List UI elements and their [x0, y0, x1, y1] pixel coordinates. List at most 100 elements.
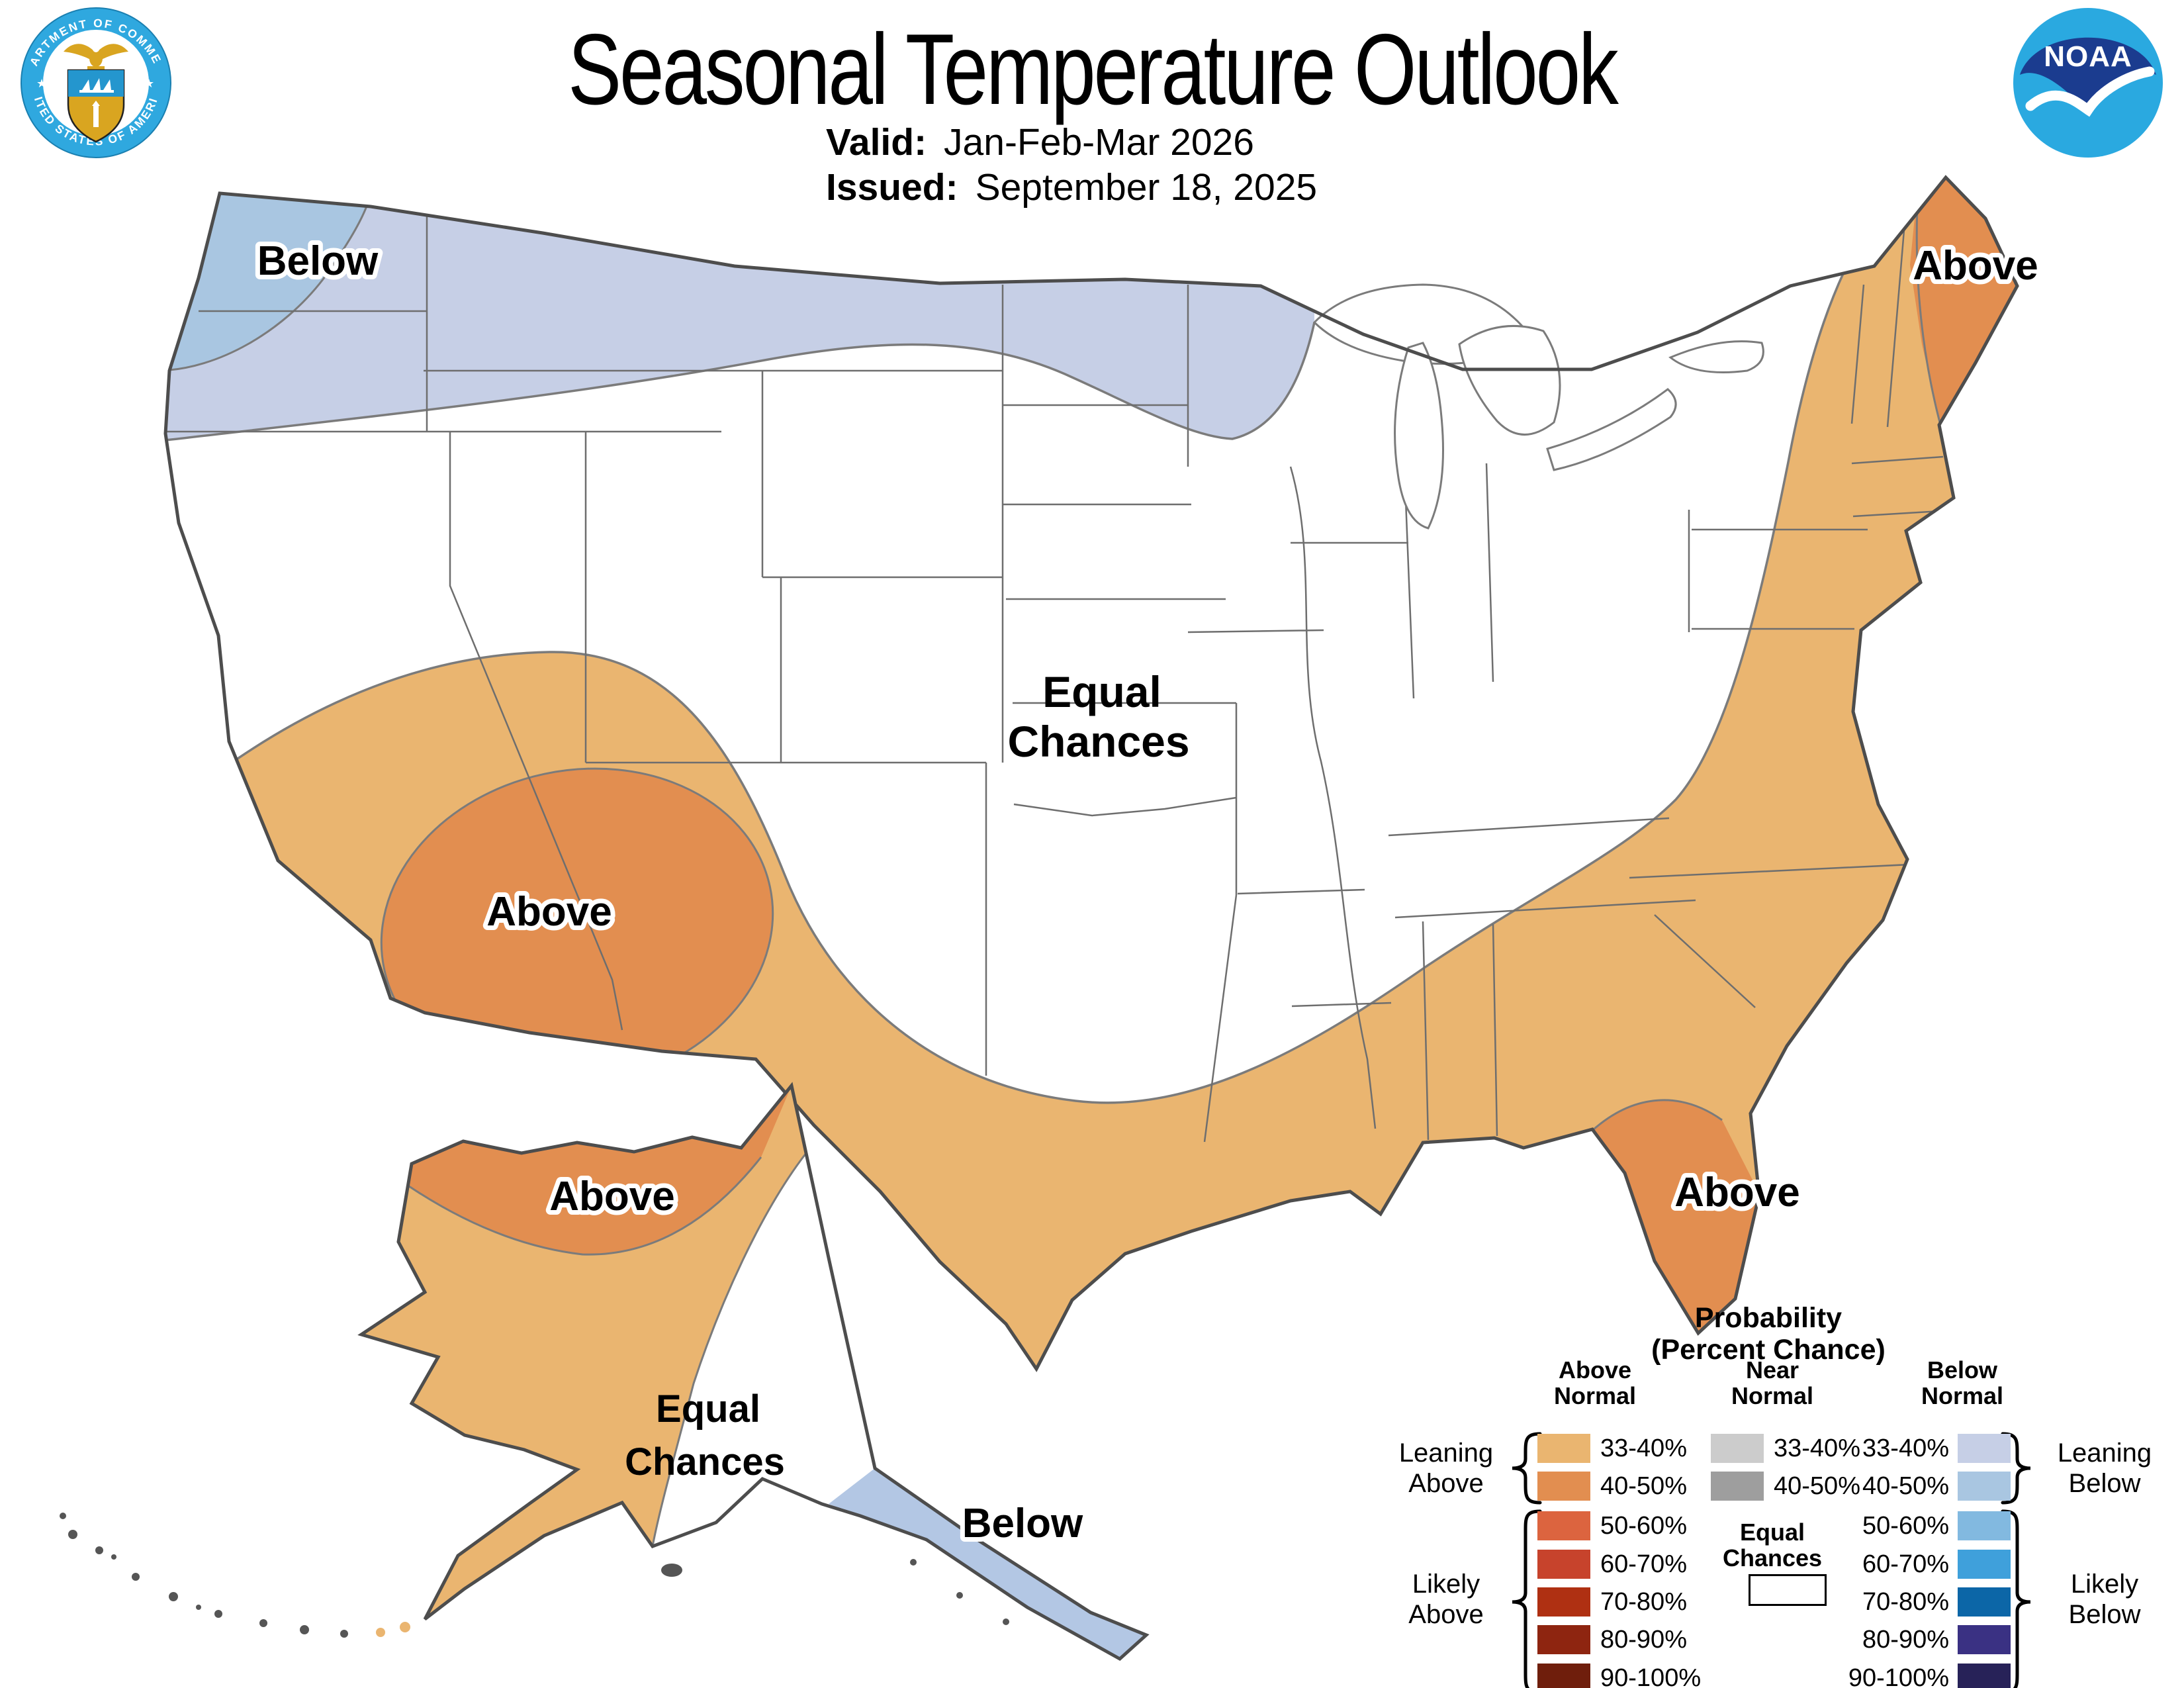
map-labels: Below Above Equal Chances Above Above Ab… [253, 234, 2043, 1551]
ak-equal-chances-boundary [651, 1152, 807, 1547]
swatch-above-50-60 [1537, 1511, 1590, 1540]
legend-col-below: Below Normal [1896, 1357, 2028, 1409]
pct-near-40-50: 40-50% [1774, 1472, 1860, 1500]
likely-above-line2: Above [1408, 1600, 1484, 1629]
swatch-above-70-80 [1537, 1587, 1590, 1617]
valid-line: Valid: Jan-Feb-Mar 2026 [826, 120, 1254, 164]
legend-equal-line2: Chances [1722, 1544, 1823, 1571]
swatch-below-60-70 [1958, 1550, 2011, 1579]
pct-above-90-100: 90-100% [1600, 1664, 1702, 1688]
doc-seal-star-right: ★ [144, 77, 154, 90]
col-below-line2: Normal [1921, 1382, 2004, 1409]
pct-below-60-70: 60-70% [1862, 1550, 1949, 1578]
likely-above-line1: Likely [1412, 1570, 1480, 1599]
state-borders [165, 209, 1944, 1143]
pct-near-33-40: 33-40% [1774, 1434, 1860, 1462]
pct-below-90-100: 90-100% [1848, 1664, 1949, 1688]
lake-huron [1458, 324, 1561, 436]
issued-line: Issued: September 18, 2025 [826, 165, 1317, 209]
legend-title-line1: Probability [1694, 1302, 1843, 1334]
legend: Probability (Percent Chance) Above Norma… [1377, 1291, 2184, 1688]
label-leaning-above: Leaning Above [1380, 1438, 1512, 1499]
great-lakes [1312, 283, 1764, 530]
label-equal-chances-line1: Equal [1042, 667, 1161, 716]
brace-likely-above [1512, 1509, 1542, 1688]
issued-value: September 18, 2025 [975, 166, 1318, 209]
col-above-line1: Above [1558, 1356, 1632, 1383]
swatch-above-40-50 [1537, 1472, 1590, 1501]
map-region-above-arizona-40-50 [381, 769, 773, 1088]
swatch-below-70-80 [1958, 1587, 2011, 1617]
label-above-arizona: Above [486, 889, 612, 935]
label-above-maine: Above [1913, 243, 2038, 289]
pct-above-70-80: 70-80% [1600, 1588, 1687, 1616]
swatch-equal-chances [1749, 1574, 1827, 1606]
florida-core-boundary [1593, 1099, 1723, 1131]
label-likely-above: Likely Above [1380, 1569, 1512, 1630]
leaning-above-line2: Above [1408, 1469, 1484, 1498]
legend-equal-chances: Equal Chances [1706, 1519, 1839, 1571]
swatch-above-33-40 [1537, 1434, 1590, 1463]
swatch-below-90-100 [1958, 1664, 2011, 1688]
label-equal-chances-line2: Chances [1007, 717, 1189, 766]
noaa-wordmark: NOAA [2044, 40, 2132, 73]
aleutian-islands [60, 1513, 1009, 1638]
label-below-ak-panhandle: Below [962, 1501, 1083, 1546]
pct-below-33-40: 33-40% [1862, 1434, 1949, 1462]
swatch-near-33-40 [1711, 1434, 1764, 1463]
swatch-below-40-50 [1958, 1472, 2011, 1501]
legend-col-above: Above Normal [1529, 1357, 1661, 1409]
doc-eagle-icon [64, 44, 128, 70]
brace-likely-below [2001, 1509, 2031, 1688]
doc-shield-icon [67, 69, 125, 143]
legend-title-line2: (Percent Chance) [1651, 1334, 1886, 1366]
label-leaning-below: Leaning Below [2038, 1438, 2171, 1499]
col-near-line2: Normal [1731, 1382, 1814, 1409]
swatch-above-80-90 [1537, 1625, 1590, 1654]
label-above-alaska: Above [549, 1174, 674, 1219]
legend-equal-line1: Equal [1739, 1519, 1805, 1546]
issued-label: Issued: [826, 166, 958, 209]
col-near-line1: Near [1745, 1356, 1799, 1383]
doc-seal-star-left: ★ [36, 77, 47, 90]
swatch-below-80-90 [1958, 1625, 2011, 1654]
col-below-line1: Below [1927, 1356, 1997, 1383]
valid-label: Valid: [826, 121, 927, 164]
pct-above-50-60: 50-60% [1600, 1512, 1687, 1540]
swatch-below-50-60 [1958, 1511, 2011, 1540]
pct-above-80-90: 80-90% [1600, 1626, 1687, 1654]
pct-above-40-50: 40-50% [1600, 1472, 1687, 1500]
leaning-below-line2: Below [2068, 1469, 2141, 1498]
map-region-above-florida-40-50 [1594, 1100, 1760, 1333]
below-band-boundary [165, 322, 1316, 442]
swatch-above-60-70 [1537, 1550, 1590, 1579]
label-below-northwest: Below [257, 238, 379, 284]
wa-pocket-boundary [165, 183, 375, 372]
leaning-above-line1: Leaning [1398, 1438, 1494, 1468]
pct-below-70-80: 70-80% [1862, 1588, 1949, 1616]
ak-region-above-north-40-50 [409, 1086, 792, 1255]
above-swath-boundary [228, 216, 1876, 1104]
label-likely-below: Likely Below [2038, 1569, 2171, 1630]
lake-ontario [1668, 340, 1764, 373]
legend-braces [1512, 1432, 2031, 1688]
swatch-below-33-40 [1958, 1434, 2011, 1463]
pct-below-80-90: 80-90% [1862, 1626, 1949, 1654]
col-above-line2: Normal [1553, 1382, 1637, 1409]
header: Seasonal Temperature Outlook [0, 12, 2184, 128]
pct-below-50-60: 50-60% [1862, 1512, 1949, 1540]
lake-erie [1546, 388, 1677, 471]
map-region-above-maine-40-50 [1910, 177, 2017, 425]
likely-below-line1: Likely [2070, 1570, 2139, 1599]
label-above-florida: Above [1674, 1170, 1799, 1215]
doc-seal-logo: DEPARTMENT OF COMMERCE UNITED STATES OF … [19, 5, 171, 158]
ak-region-below-panhandle [829, 1468, 1146, 1659]
alaska-inset [60, 1086, 1146, 1659]
noaa-seagull-icon [2025, 66, 2155, 117]
label-ak-equal-line2: Chances [625, 1440, 785, 1483]
noaa-logo: NOAA [2013, 8, 2163, 158]
leaning-below-line1: Leaning [2057, 1438, 2152, 1468]
pct-above-33-40: 33-40% [1600, 1434, 1687, 1462]
